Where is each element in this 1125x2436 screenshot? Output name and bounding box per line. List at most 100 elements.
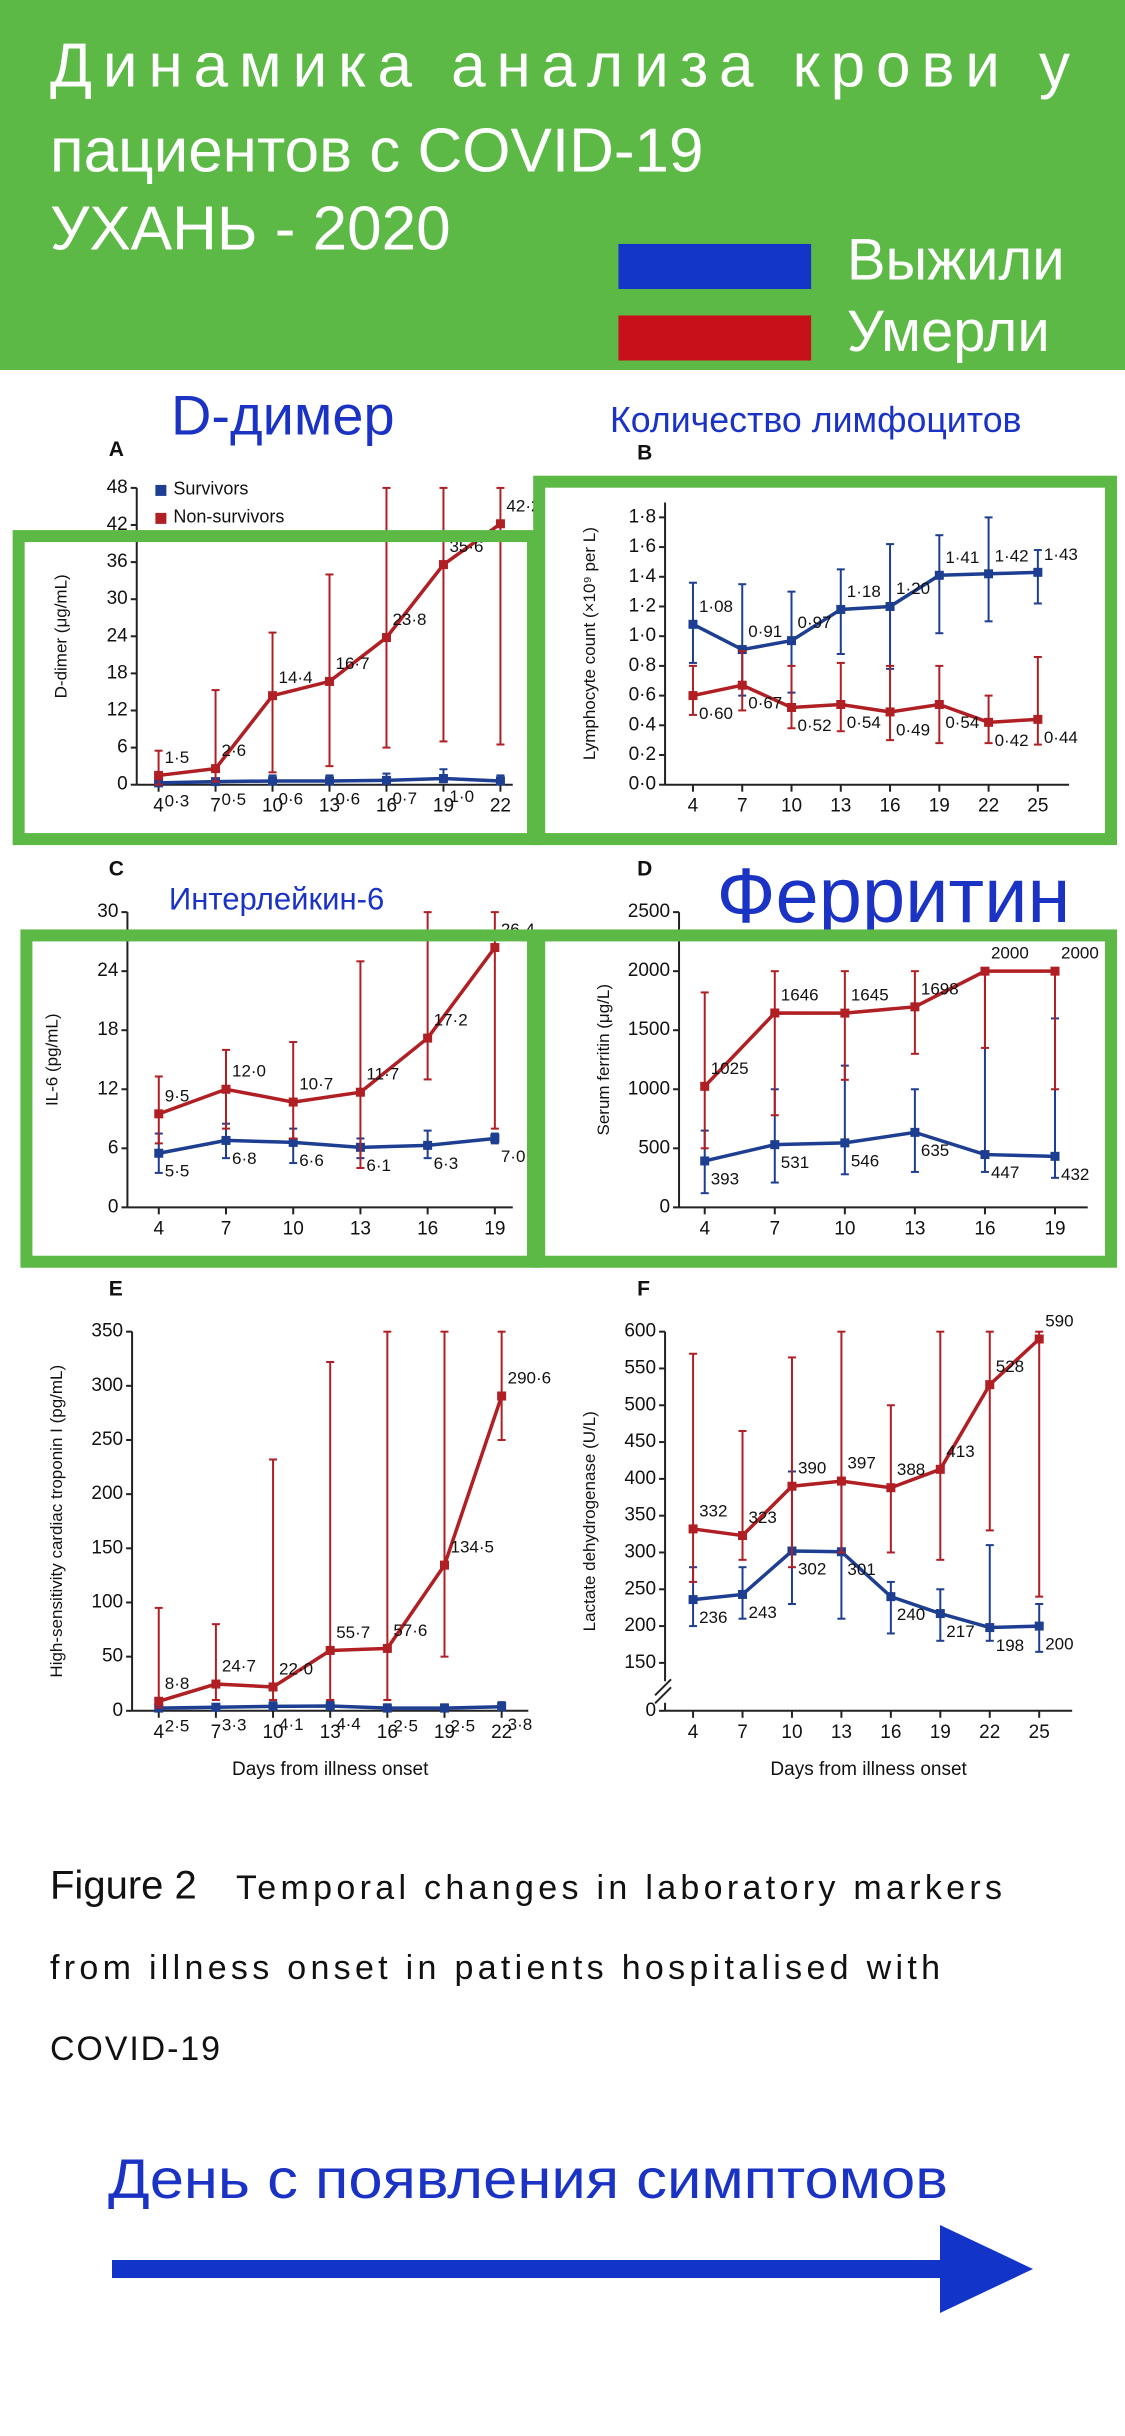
data-point <box>934 700 944 710</box>
data-point <box>325 776 335 786</box>
data-point <box>688 619 698 629</box>
data-point <box>1033 567 1043 577</box>
x-tick-label: 10 <box>262 796 283 817</box>
data-label: 0·44 <box>1044 728 1078 747</box>
data-point <box>700 1081 710 1091</box>
data-label: 134·5 <box>450 1538 493 1557</box>
data-point <box>1050 966 1060 976</box>
data-point <box>154 1696 164 1706</box>
data-point <box>439 1703 449 1713</box>
data-point <box>985 1380 995 1390</box>
panel-letter: A <box>109 438 124 461</box>
panel-title: D-димер <box>171 383 395 446</box>
x-tick-label: 4 <box>688 1722 699 1743</box>
data-point <box>738 1531 748 1541</box>
data-label: 8·8 <box>165 1674 190 1693</box>
x-tick-label: 22 <box>979 1722 1000 1743</box>
data-point <box>382 1703 392 1713</box>
highlight-frame <box>12 530 539 846</box>
x-tick-label: 7 <box>769 1218 780 1239</box>
footer-text: День с появления симптомов <box>108 2147 948 2210</box>
data-label: 0·91 <box>748 622 782 641</box>
caption-label: Figure 2 <box>50 1864 197 1908</box>
data-label: 1025 <box>711 1059 749 1078</box>
data-label: 546 <box>851 1151 879 1170</box>
data-label: 12·0 <box>232 1062 266 1081</box>
x-tick-label: 4 <box>688 796 699 817</box>
data-point <box>1033 714 1043 724</box>
data-point <box>688 1595 698 1605</box>
caption-text: COVID-19 <box>50 2030 220 2068</box>
x-tick-label: 7 <box>210 796 221 817</box>
x-tick-label: 10 <box>781 796 802 817</box>
y-tick-label: 36 <box>107 551 128 572</box>
x-tick-label: 4 <box>153 796 164 817</box>
data-point <box>325 676 335 686</box>
data-point <box>984 569 994 579</box>
data-point <box>438 560 448 570</box>
y-tick-label: 1500 <box>628 1019 670 1040</box>
data-point <box>980 966 990 976</box>
x-tick-label: 19 <box>930 1722 951 1743</box>
y-tick-label: 500 <box>624 1394 656 1415</box>
legend-label: Выжили <box>847 227 1065 292</box>
data-label: 388 <box>897 1460 925 1479</box>
data-point <box>497 1391 507 1401</box>
data-label: 2·5 <box>393 1717 418 1736</box>
data-point <box>885 601 895 611</box>
x-tick-label: 19 <box>929 796 950 817</box>
data-label: 3·3 <box>222 1716 247 1735</box>
legend-swatch <box>155 484 167 496</box>
data-label: 1646 <box>781 985 819 1004</box>
y-tick-label: 0 <box>117 774 128 795</box>
data-label: 6·1 <box>366 1156 391 1175</box>
data-label: 2·5 <box>165 1717 190 1736</box>
data-point <box>935 1464 945 1474</box>
x-tick-label: 10 <box>283 1218 304 1239</box>
y-tick-label: 250 <box>91 1429 123 1450</box>
y-tick-label: 250 <box>624 1578 656 1599</box>
panel-title: Количество лимфоцитов <box>610 400 1022 440</box>
data-point <box>984 717 994 727</box>
data-label: 1·0 <box>449 787 474 806</box>
data-point <box>288 1097 298 1107</box>
data-label: 393 <box>711 1169 739 1188</box>
series-line <box>692 1549 1040 1630</box>
y-axis-label: Lactate dehydrogenase (U/L) <box>580 1411 599 1631</box>
data-point <box>381 633 391 643</box>
data-label: 22·0 <box>279 1659 313 1678</box>
data-label: 301 <box>847 1560 875 1579</box>
data-label: 198 <box>996 1636 1024 1655</box>
data-label: 200 <box>1045 1635 1073 1654</box>
data-point <box>423 1033 433 1043</box>
y-tick-label: 1000 <box>628 1078 670 1099</box>
data-label: 1·20 <box>896 579 930 598</box>
y-tick-label: 100 <box>91 1591 123 1612</box>
data-label: 6·6 <box>299 1151 324 1170</box>
y-axis-label: IL-6 (pg/mL) <box>42 1013 61 1106</box>
data-point <box>910 1002 920 1012</box>
x-tick-label: 10 <box>781 1722 802 1743</box>
data-label: 323 <box>749 1508 777 1527</box>
y-tick-label: 12 <box>107 700 128 721</box>
x-tick-label: 19 <box>434 1722 455 1743</box>
x-tick-label: 10 <box>834 1218 855 1239</box>
data-point <box>886 1592 896 1602</box>
data-label: 1·18 <box>847 582 881 601</box>
data-point <box>211 764 221 774</box>
data-label: 4·1 <box>279 1715 304 1734</box>
x-tick-label: 16 <box>974 1218 995 1239</box>
data-label: 531 <box>781 1153 809 1172</box>
data-point <box>910 1127 920 1137</box>
data-label: 290·6 <box>508 1368 551 1387</box>
y-axis-label: Serum ferritin (μg/L) <box>594 984 613 1136</box>
data-label: 55·7 <box>336 1623 370 1642</box>
x-tick-label: 13 <box>320 1722 341 1743</box>
data-label: 23·8 <box>392 610 426 629</box>
data-point <box>154 770 164 780</box>
data-point <box>381 775 391 785</box>
series-line <box>692 683 1038 725</box>
data-label: 1·43 <box>1044 545 1078 564</box>
x-axis-label: Days from illness onset <box>232 1759 429 1780</box>
series-line <box>704 1130 1056 1163</box>
